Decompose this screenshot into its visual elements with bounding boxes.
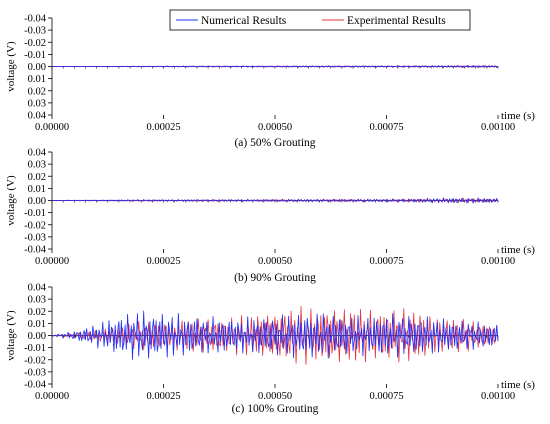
y-tick-label: 0.00: [28, 196, 46, 207]
x-tick-label: 0.00025: [146, 122, 180, 133]
y-tick-label: 0.00: [28, 331, 46, 342]
y-tick-label: -0.04: [24, 245, 47, 256]
y-tick-label: -0.01: [24, 343, 46, 354]
x-tick-label: 0.00025: [146, 256, 180, 267]
y-tick-label: 0.03: [28, 98, 46, 109]
series-numerical: [51, 197, 499, 204]
y-tick-label: 0.04: [28, 148, 47, 159]
x-tick-label: 0.00000: [35, 122, 69, 133]
panel-caption: (b) 90% Grouting: [234, 272, 316, 284]
y-tick-label: -0.01: [24, 50, 46, 61]
y-tick-label: 0.01: [28, 184, 46, 195]
y-tick-label: 0.03: [28, 295, 46, 306]
y-axis-label: voltage (V): [5, 175, 17, 226]
y-axis-label: voltage (V): [5, 41, 17, 92]
panel-1: -0.04-0.03-0.02-0.010.000.010.020.03 0.04…: [5, 14, 535, 150]
y-tick-label: 0.01: [28, 74, 46, 85]
panel-2: 0.040.030.020.010.00-0.01-0.02-0.03 -0.04…: [5, 148, 535, 285]
y-tick-label: 0.03: [28, 160, 46, 171]
y-tick-label: -0.03: [24, 26, 46, 37]
y-tick-label: 0.04: [28, 111, 47, 122]
x-tick-label: 0.00100: [481, 256, 515, 267]
y-tick-label: -0.02: [24, 220, 46, 231]
y-tick-label: 0.02: [28, 307, 46, 318]
legend: Numerical Results Experimental Results: [169, 9, 471, 31]
legend-label-numerical: Numerical Results: [201, 15, 287, 27]
y-tick-label: 0.01: [28, 319, 46, 330]
y-tick-label: -0.01: [24, 208, 46, 219]
panels: -0.04-0.03-0.02-0.010.000.010.020.030.04…: [5, 14, 535, 416]
legend-box: [169, 9, 471, 31]
panel-caption: (c) 100% Grouting: [232, 403, 319, 415]
y-tick-label: 0.00: [28, 62, 46, 73]
x-axis-label: time (s): [501, 244, 535, 256]
y-tick-label: -0.03: [24, 367, 46, 378]
y-tick-label: 0.02: [28, 172, 46, 183]
y-tick-label: -0.02: [24, 355, 46, 366]
x-tick-label: 0.00000: [35, 256, 69, 267]
y-axis-label: voltage (V): [5, 310, 17, 361]
x-axis-label: time (s): [501, 110, 535, 122]
panel-caption: (a) 50% Grouting: [234, 137, 315, 149]
panel-3: 0.040.030.020.010.00-0.01-0.02-0.03 -0.04…: [5, 283, 535, 416]
series-numerical: [51, 64, 499, 69]
series-numerical: [51, 310, 499, 360]
x-tick-label: 0.00050: [258, 256, 292, 267]
x-tick-label: 0.00075: [369, 122, 403, 133]
x-tick-label: 0.00075: [369, 256, 403, 267]
x-tick-label: 0.00050: [258, 391, 292, 402]
x-tick-label: 0.00025: [146, 391, 180, 402]
y-tick-label: 0.04: [28, 283, 47, 294]
y-tick-label: -0.03: [24, 232, 46, 243]
x-axis-label: time (s): [501, 379, 535, 391]
x-tick-label: 0.00075: [369, 391, 403, 402]
y-tick-label: 0.02: [28, 86, 46, 97]
x-tick-label: 0.00100: [481, 122, 515, 133]
x-tick-label: 0.00000: [35, 391, 69, 402]
y-tick-label: -0.02: [24, 38, 46, 49]
x-tick-label: 0.00100: [481, 391, 515, 402]
y-tick-label: -0.04: [24, 14, 47, 25]
legend-label-experimental: Experimental Results: [347, 15, 446, 27]
y-tick-label: -0.04: [24, 380, 47, 391]
x-tick-label: 0.00050: [258, 122, 292, 133]
